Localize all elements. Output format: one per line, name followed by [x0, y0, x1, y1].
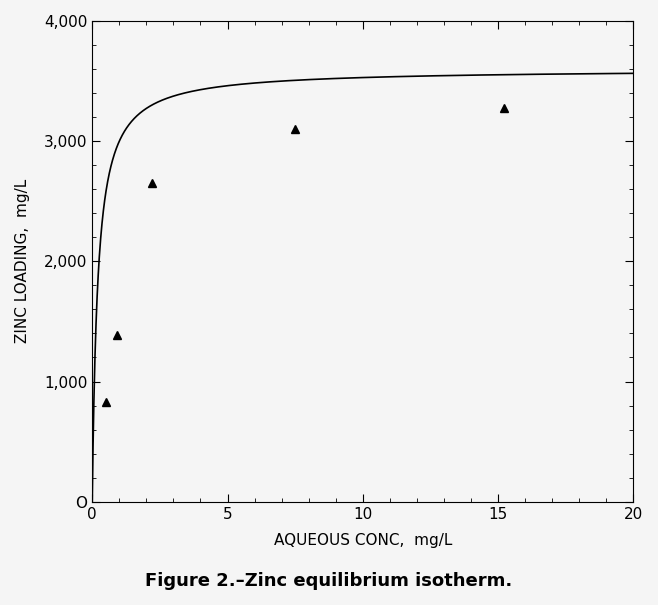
X-axis label: AQUEOUS CONC,  mg/L: AQUEOUS CONC, mg/L — [274, 532, 452, 548]
Y-axis label: ZINC LOADING,  mg/L: ZINC LOADING, mg/L — [15, 179, 30, 344]
Text: Figure 2.–Zinc equilibrium isotherm.: Figure 2.–Zinc equilibrium isotherm. — [145, 572, 513, 590]
